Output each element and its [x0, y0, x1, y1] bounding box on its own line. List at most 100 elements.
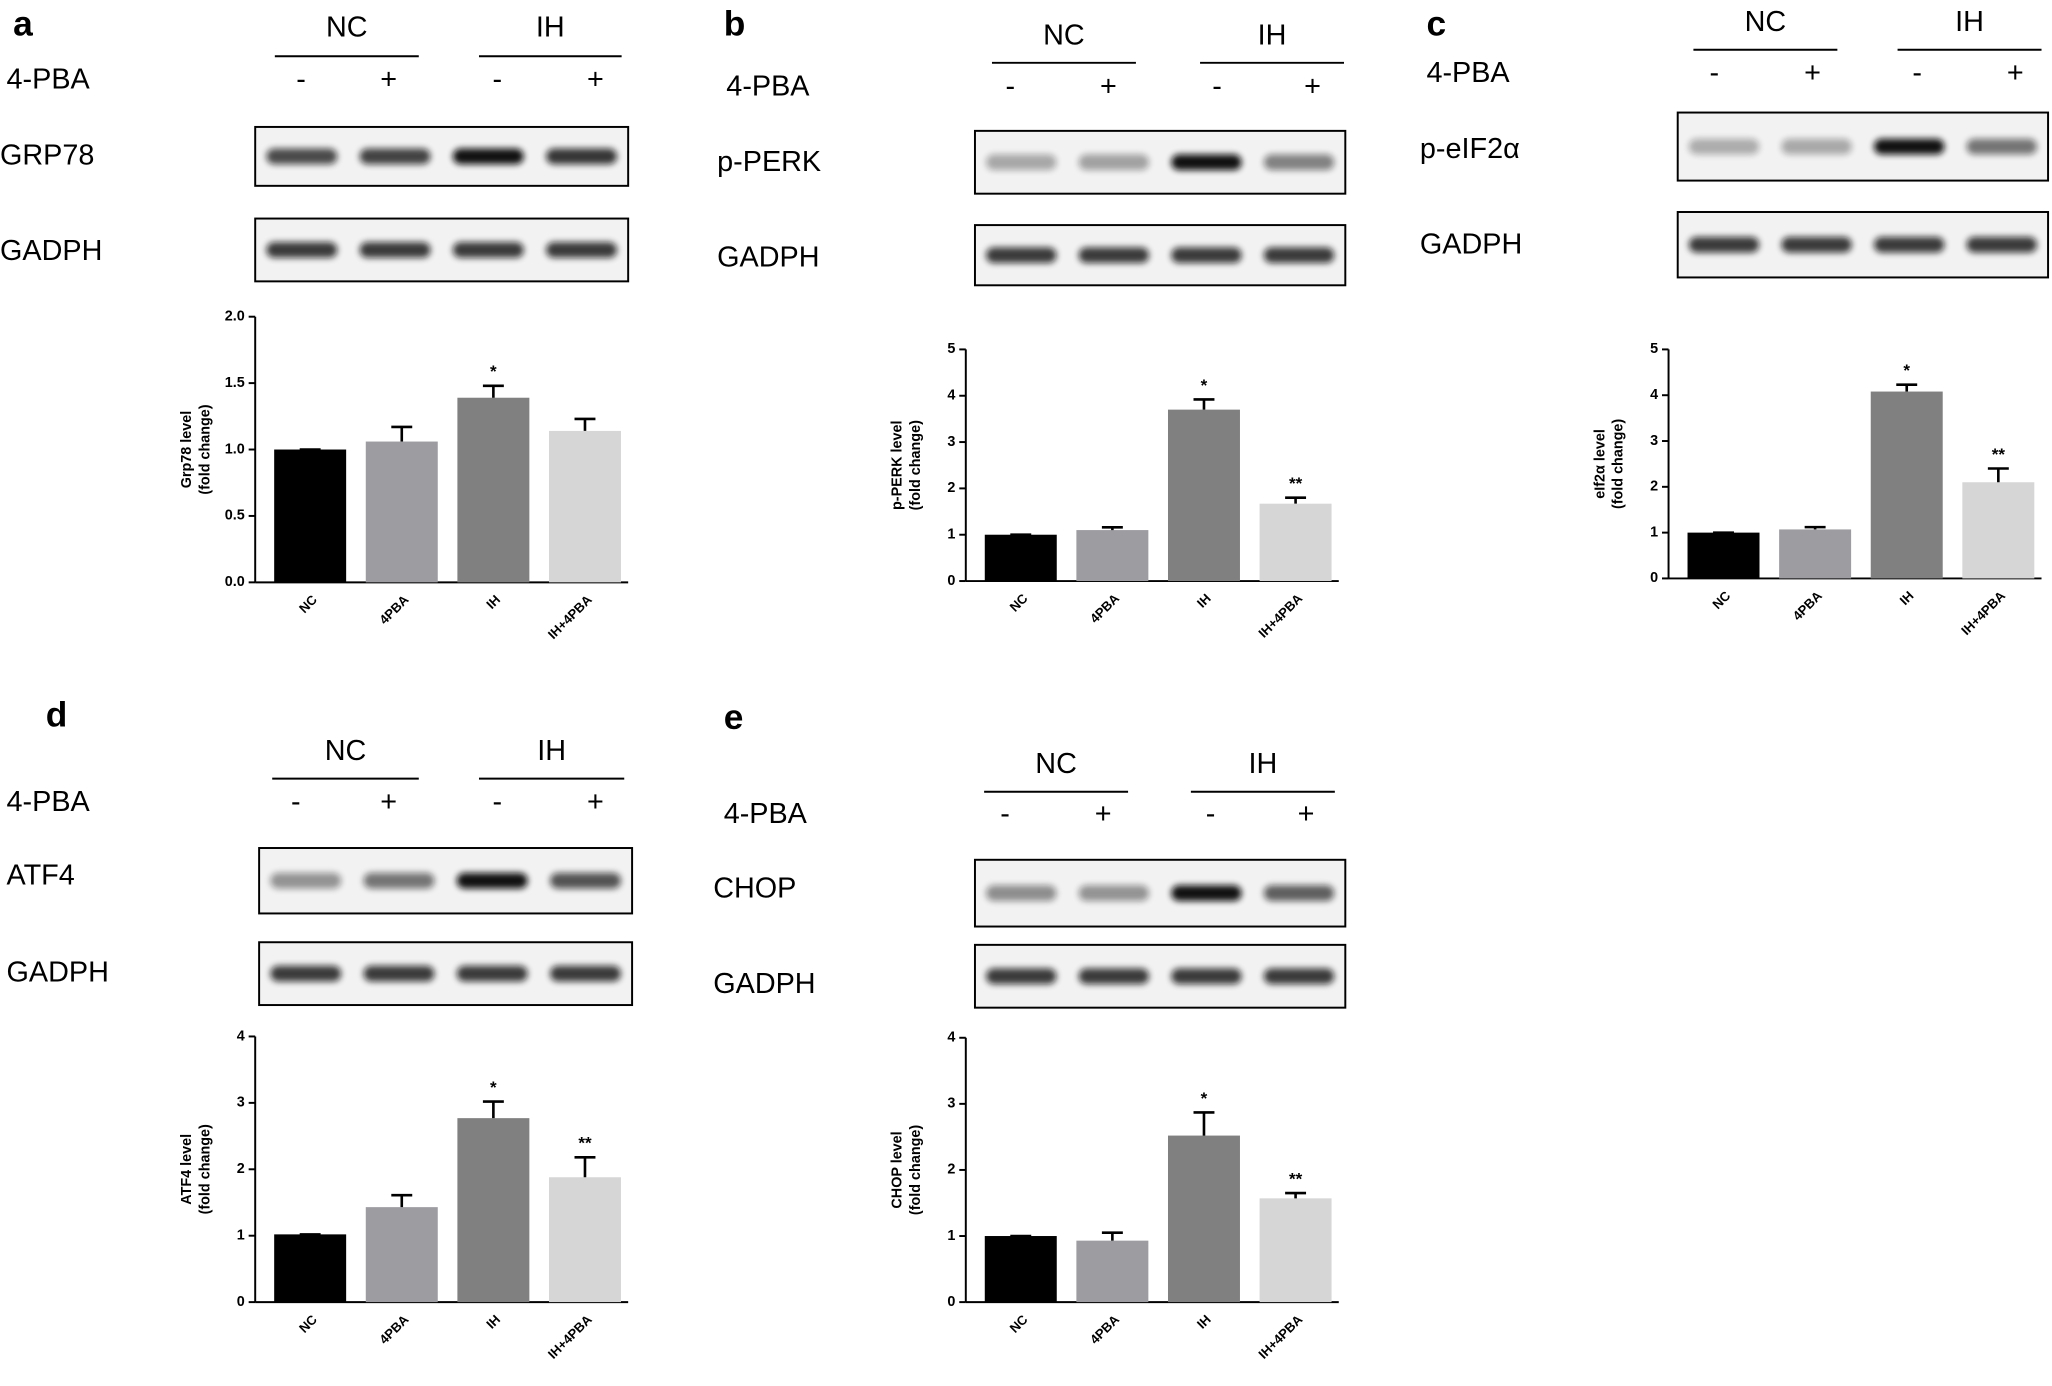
- group-label: NC: [1745, 6, 1787, 38]
- blot-band: [986, 968, 1057, 985]
- blot-row-label: GADPH: [717, 242, 819, 274]
- blot-band: [986, 154, 1057, 171]
- y-tick-label: 0.5: [225, 508, 245, 524]
- y-tick-label: 1.0: [225, 441, 245, 457]
- bar: [1259, 1198, 1332, 1303]
- y-tick-label: 5: [947, 341, 955, 357]
- treatment-sign: +: [1304, 70, 1321, 102]
- blot-band: [1263, 968, 1335, 985]
- group-label: NC: [326, 11, 368, 43]
- group-label: IH: [537, 735, 566, 767]
- panel-letter: d: [46, 695, 68, 734]
- blot-band: [1078, 885, 1150, 902]
- x-tick-label: IH+4PBA: [1958, 588, 2008, 638]
- panel-letter: c: [1426, 5, 1446, 44]
- bar: [984, 1236, 1057, 1303]
- y-tick-label: 2: [947, 1162, 955, 1178]
- error-bar: [391, 1193, 413, 1208]
- treatment-label: 4-PBA: [7, 786, 91, 818]
- y-tick-label: 1.5: [225, 375, 245, 391]
- error-bar: [574, 1156, 596, 1178]
- y-tick-label: 1: [1650, 524, 1658, 540]
- error-bar: [1101, 525, 1123, 531]
- blot-band: [550, 872, 621, 889]
- blot-band: [1263, 885, 1335, 902]
- blot-row-label: p-eIF2α: [1420, 133, 1520, 165]
- significance-label: *: [1903, 361, 1910, 380]
- x-tick-label: IH+4PBA: [545, 592, 595, 642]
- treatment-sign: +: [380, 64, 397, 96]
- y-axis-label: (fold change): [908, 420, 924, 510]
- y-tick-label: 3: [947, 434, 955, 450]
- y-tick-label: 3: [1650, 433, 1658, 449]
- y-tick-label: 3: [237, 1095, 245, 1111]
- x-tick-label: 4PBA: [1087, 1311, 1123, 1347]
- bar: [274, 1234, 347, 1303]
- bar: [1962, 482, 2035, 579]
- blot-band: [1688, 138, 1760, 155]
- blot-band: [1873, 236, 1945, 253]
- bar: [1687, 532, 1760, 579]
- treatment-sign: -: [493, 786, 503, 818]
- blot-band: [359, 242, 431, 258]
- blot-band: [1171, 885, 1242, 902]
- blot-band: [1171, 247, 1242, 264]
- group-label: NC: [325, 735, 367, 767]
- blot-band: [456, 872, 528, 889]
- blot-band: [452, 148, 524, 165]
- y-axis-label: eIf2α level: [1592, 429, 1608, 499]
- treatment-sign: -: [296, 64, 306, 96]
- y-tick-label: 4: [947, 1030, 955, 1046]
- x-tick-label: NC: [296, 1311, 320, 1335]
- x-tick-label: IH: [483, 592, 503, 612]
- panel: d NC IH 4-PBA - + - + ATF4 GADPH 0 1 2 3 4 ATF4 level (f…: [7, 695, 634, 1362]
- error-bar: [1285, 496, 1307, 504]
- group-label: IH: [1258, 19, 1287, 51]
- panel-letter: a: [13, 5, 33, 44]
- error-bar: [482, 1100, 504, 1119]
- blot-row-label: GADPH: [1420, 229, 1522, 261]
- bar: [984, 534, 1057, 582]
- blot-band: [986, 885, 1057, 902]
- treatment-sign: -: [493, 64, 503, 96]
- bar: [1259, 503, 1332, 582]
- y-tick-label: 4: [237, 1028, 245, 1044]
- x-tick-label: NC: [1007, 590, 1031, 614]
- bar: [1167, 1135, 1240, 1303]
- significance-label: *: [490, 362, 497, 381]
- error-bar: [391, 425, 413, 442]
- treatment-sign: -: [1005, 70, 1015, 102]
- blot-band: [986, 247, 1057, 264]
- blot-band: [1171, 154, 1242, 171]
- x-tick-label: NC: [296, 592, 320, 616]
- y-axis-label: p-PERK level: [890, 420, 906, 509]
- treatment-sign: +: [587, 786, 604, 818]
- panel: e NC IH 4-PBA - + - + CHOP GADPH 0 1 2 3 4 CHOP level (f…: [713, 698, 1347, 1362]
- y-axis-label: (fold change): [1611, 419, 1627, 509]
- bar: [1779, 529, 1852, 579]
- blot-band: [452, 242, 524, 258]
- blot-row-label: GADPH: [7, 956, 109, 988]
- blot-band: [1078, 154, 1150, 171]
- treatment-sign: -: [1212, 70, 1222, 102]
- treatment-sign: -: [1000, 798, 1010, 830]
- significance-label: **: [1289, 1169, 1303, 1188]
- blot-band: [1263, 154, 1335, 171]
- blot-band: [1078, 968, 1150, 985]
- blot-row-label: p-PERK: [717, 146, 821, 178]
- significance-label: **: [1992, 445, 2006, 464]
- treatment-sign: -: [1912, 57, 1922, 89]
- x-tick-label: IH+4PBA: [545, 1311, 595, 1361]
- x-tick-label: NC: [1709, 588, 1733, 612]
- y-tick-label: 2.0: [225, 308, 245, 324]
- blot-band: [550, 965, 621, 982]
- x-tick-label: IH: [1194, 1312, 1214, 1332]
- blot-band: [363, 965, 435, 982]
- error-bar: [1193, 398, 1215, 410]
- bar: [457, 1118, 530, 1303]
- y-tick-label: 1: [947, 527, 955, 543]
- blot-band: [270, 872, 342, 889]
- blot-band: [359, 148, 431, 165]
- error-bar: [482, 384, 504, 398]
